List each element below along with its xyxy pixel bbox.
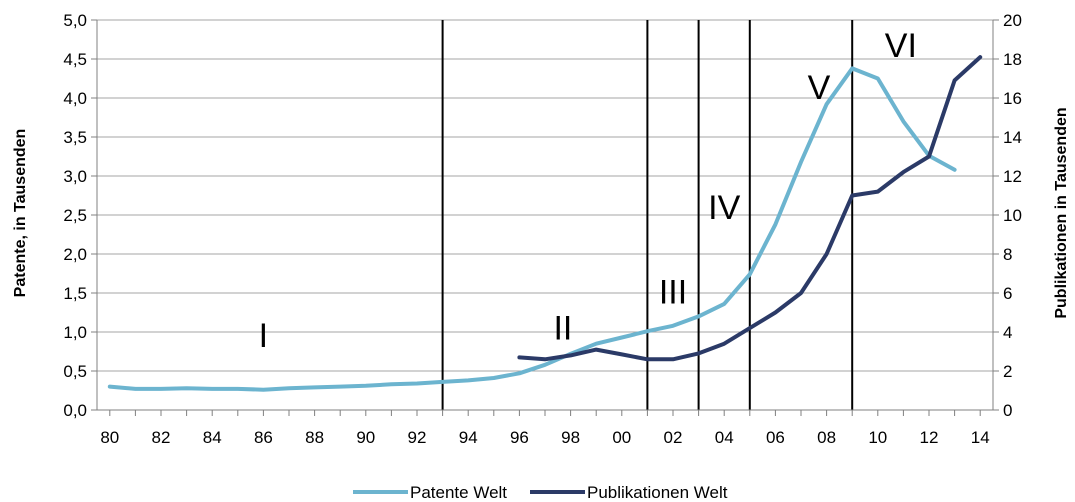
y-right-tick-label: 0 — [1003, 401, 1012, 420]
y-right-tick-label: 12 — [1003, 167, 1022, 186]
x-tick-label: 90 — [356, 428, 375, 447]
y-right-tick-label: 8 — [1003, 245, 1012, 264]
y-left-tick-label: 4,5 — [63, 50, 87, 69]
legend: Patente Welt Publikationen Welt — [353, 483, 728, 502]
phase-label: III — [659, 273, 687, 311]
y-left-tick-label: 1,0 — [63, 323, 87, 342]
y-right-tick-label: 10 — [1003, 206, 1022, 225]
x-tick-label: 84 — [203, 428, 222, 447]
y-left-tick-label: 2,0 — [63, 245, 87, 264]
x-tick-label: 98 — [561, 428, 580, 447]
phase-divider-lines — [441, 20, 854, 410]
x-tick-label: 06 — [766, 428, 785, 447]
series-line-patente — [107, 66, 957, 392]
x-tick-label: 92 — [408, 428, 427, 447]
y-left-tick-label: 1,5 — [63, 284, 87, 303]
y-right-tick-label: 16 — [1003, 89, 1022, 108]
gridlines — [97, 19, 993, 411]
phase-label: IV — [708, 189, 740, 227]
x-tick-label: 10 — [868, 428, 887, 447]
y-left-tick-label: 0,0 — [63, 401, 87, 420]
phase-label: VI — [885, 27, 917, 65]
y-left-tick-label: 2,5 — [63, 206, 87, 225]
series-lines — [107, 55, 983, 392]
y-left-tick-label: 0,5 — [63, 362, 87, 381]
y-left-tick-label: 5,0 — [63, 11, 87, 30]
series-line-publikationen — [517, 55, 983, 362]
y-right-tick-label: 14 — [1003, 128, 1022, 147]
x-tick-label: 08 — [817, 428, 836, 447]
y-right-tick-label: 20 — [1003, 11, 1022, 30]
y-right-tick-label: 4 — [1003, 323, 1012, 342]
x-tick-label: 80 — [100, 428, 119, 447]
y-right-axis-title: Publikationen in Tausenden — [1053, 107, 1070, 318]
x-tick-label: 96 — [510, 428, 529, 447]
y-left-tick-label: 3,0 — [63, 167, 87, 186]
phase-label: I — [259, 317, 268, 355]
x-tick-label: 04 — [715, 428, 734, 447]
phase-label: II — [553, 309, 572, 347]
x-tick-label: 86 — [254, 428, 273, 447]
x-tick-label: 14 — [971, 428, 990, 447]
legend-label-publikationen: Publikationen Welt — [587, 483, 728, 502]
y-right-tick-label: 6 — [1003, 284, 1012, 303]
y-left-axis-title: Patente, in Tausenden — [12, 129, 29, 298]
x-tick-label: 00 — [612, 428, 631, 447]
x-tick-label: 02 — [664, 428, 683, 447]
legend-label-patente: Patente Welt — [410, 483, 507, 502]
x-tick-label: 82 — [152, 428, 171, 447]
x-tick-label: 12 — [920, 428, 939, 447]
x-tick-label: 94 — [459, 428, 478, 447]
phase-label: V — [808, 69, 831, 107]
x-tick-label: 88 — [305, 428, 324, 447]
y-right-tick-label: 18 — [1003, 50, 1022, 69]
y-left-tick-label: 3,5 — [63, 128, 87, 147]
y-left-tick-label: 4,0 — [63, 89, 87, 108]
axes: 0,0 0 0,5 2 1,0 4 1,5 6 2,0 8 2,5 10 3,0 12 3,5 14 4,0 16… — [63, 11, 1022, 447]
y-right-tick-label: 2 — [1003, 362, 1012, 381]
